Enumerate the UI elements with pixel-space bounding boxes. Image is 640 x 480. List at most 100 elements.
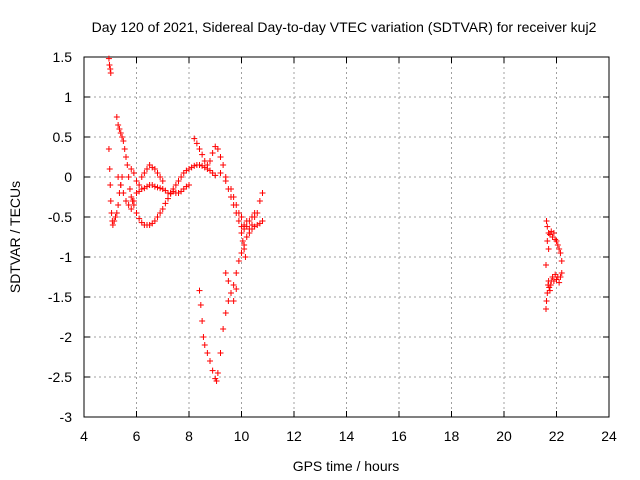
data-point	[125, 202, 132, 208]
data-point	[109, 222, 116, 228]
x-tick-label: 22	[549, 428, 565, 444]
data-point	[120, 138, 127, 144]
data-point	[201, 342, 208, 348]
data-point	[128, 194, 135, 200]
data-point	[136, 215, 143, 222]
data-point	[233, 202, 240, 208]
data-point	[107, 182, 114, 188]
data-point	[217, 350, 224, 356]
data-point	[157, 174, 164, 180]
data-point	[200, 334, 207, 340]
data-point	[222, 310, 229, 316]
data-point	[233, 286, 240, 292]
data-points	[105, 55, 565, 384]
data-point	[112, 214, 119, 220]
data-point	[186, 182, 192, 188]
data-point	[172, 182, 179, 188]
data-point	[214, 146, 221, 152]
data-point	[212, 172, 219, 179]
x-axis-label: GPS time / hours	[293, 458, 400, 474]
data-point	[197, 302, 204, 308]
data-point	[115, 202, 122, 208]
data-point	[256, 198, 263, 204]
data-point	[238, 250, 245, 256]
data-point	[228, 186, 234, 192]
series-seg-f	[191, 135, 258, 232]
data-point	[557, 274, 564, 280]
data-point	[130, 198, 137, 204]
data-point	[133, 210, 140, 216]
data-point	[239, 238, 246, 244]
data-point	[116, 126, 123, 132]
data-point	[126, 186, 133, 192]
data-point	[544, 238, 551, 244]
data-point	[115, 122, 122, 128]
data-point	[108, 210, 115, 216]
x-tick-label: 6	[133, 428, 141, 444]
x-tick-label: 10	[234, 428, 250, 444]
series-seg-e	[128, 162, 166, 188]
data-point	[125, 174, 132, 180]
data-point	[191, 162, 198, 169]
data-point	[222, 270, 229, 276]
data-point	[556, 246, 563, 252]
data-point	[238, 230, 245, 236]
x-tick-label: 14	[339, 428, 355, 444]
data-point	[141, 185, 148, 192]
data-point	[207, 158, 213, 164]
data-point	[154, 214, 161, 220]
data-point	[230, 194, 237, 200]
y-axis-label: SDTVAR / TECUs	[7, 181, 23, 293]
x-tick-label: 24	[601, 428, 617, 444]
y-tick-label: 0	[64, 169, 72, 185]
data-point	[230, 298, 237, 304]
data-point	[113, 210, 120, 216]
data-point	[259, 218, 266, 224]
data-point	[157, 185, 164, 192]
data-point	[201, 158, 208, 164]
data-point	[217, 154, 224, 160]
data-point	[545, 246, 552, 252]
data-point	[220, 162, 227, 168]
data-point	[128, 166, 135, 172]
data-point	[547, 282, 554, 288]
data-point	[111, 218, 118, 224]
data-point	[178, 174, 185, 180]
series-seg-c	[113, 114, 219, 228]
series-seg-m	[543, 238, 552, 268]
y-tick-label: 1	[64, 89, 72, 105]
data-point	[204, 350, 211, 356]
data-point	[558, 270, 565, 276]
data-point	[154, 184, 161, 191]
data-point	[138, 174, 145, 180]
data-point	[159, 178, 166, 184]
data-point	[165, 195, 171, 202]
data-point	[154, 170, 161, 176]
data-point	[235, 210, 242, 216]
chart-title: Day 120 of 2021, Sidereal Day-to-day VTE…	[92, 19, 597, 35]
data-point	[546, 287, 553, 294]
series-seg-l	[543, 218, 565, 264]
data-point	[199, 318, 206, 324]
data-point	[193, 140, 200, 147]
data-point	[107, 66, 114, 72]
data-point	[550, 230, 557, 236]
data-point	[196, 162, 203, 168]
grid	[84, 57, 609, 417]
data-point	[220, 326, 227, 332]
data-point	[209, 150, 216, 156]
data-point	[128, 206, 135, 212]
x-tick-label: 20	[496, 428, 512, 444]
data-point	[105, 146, 112, 152]
y-tick-label: -0.5	[48, 209, 72, 225]
y-tick-label: -2.5	[48, 369, 72, 385]
data-point	[233, 270, 240, 276]
data-point	[251, 214, 258, 220]
data-point	[543, 262, 549, 268]
data-point	[141, 170, 148, 176]
series-seg-g	[217, 170, 266, 232]
data-point	[543, 218, 550, 224]
series-seg-d	[115, 174, 192, 212]
series-seg-j	[222, 270, 240, 304]
